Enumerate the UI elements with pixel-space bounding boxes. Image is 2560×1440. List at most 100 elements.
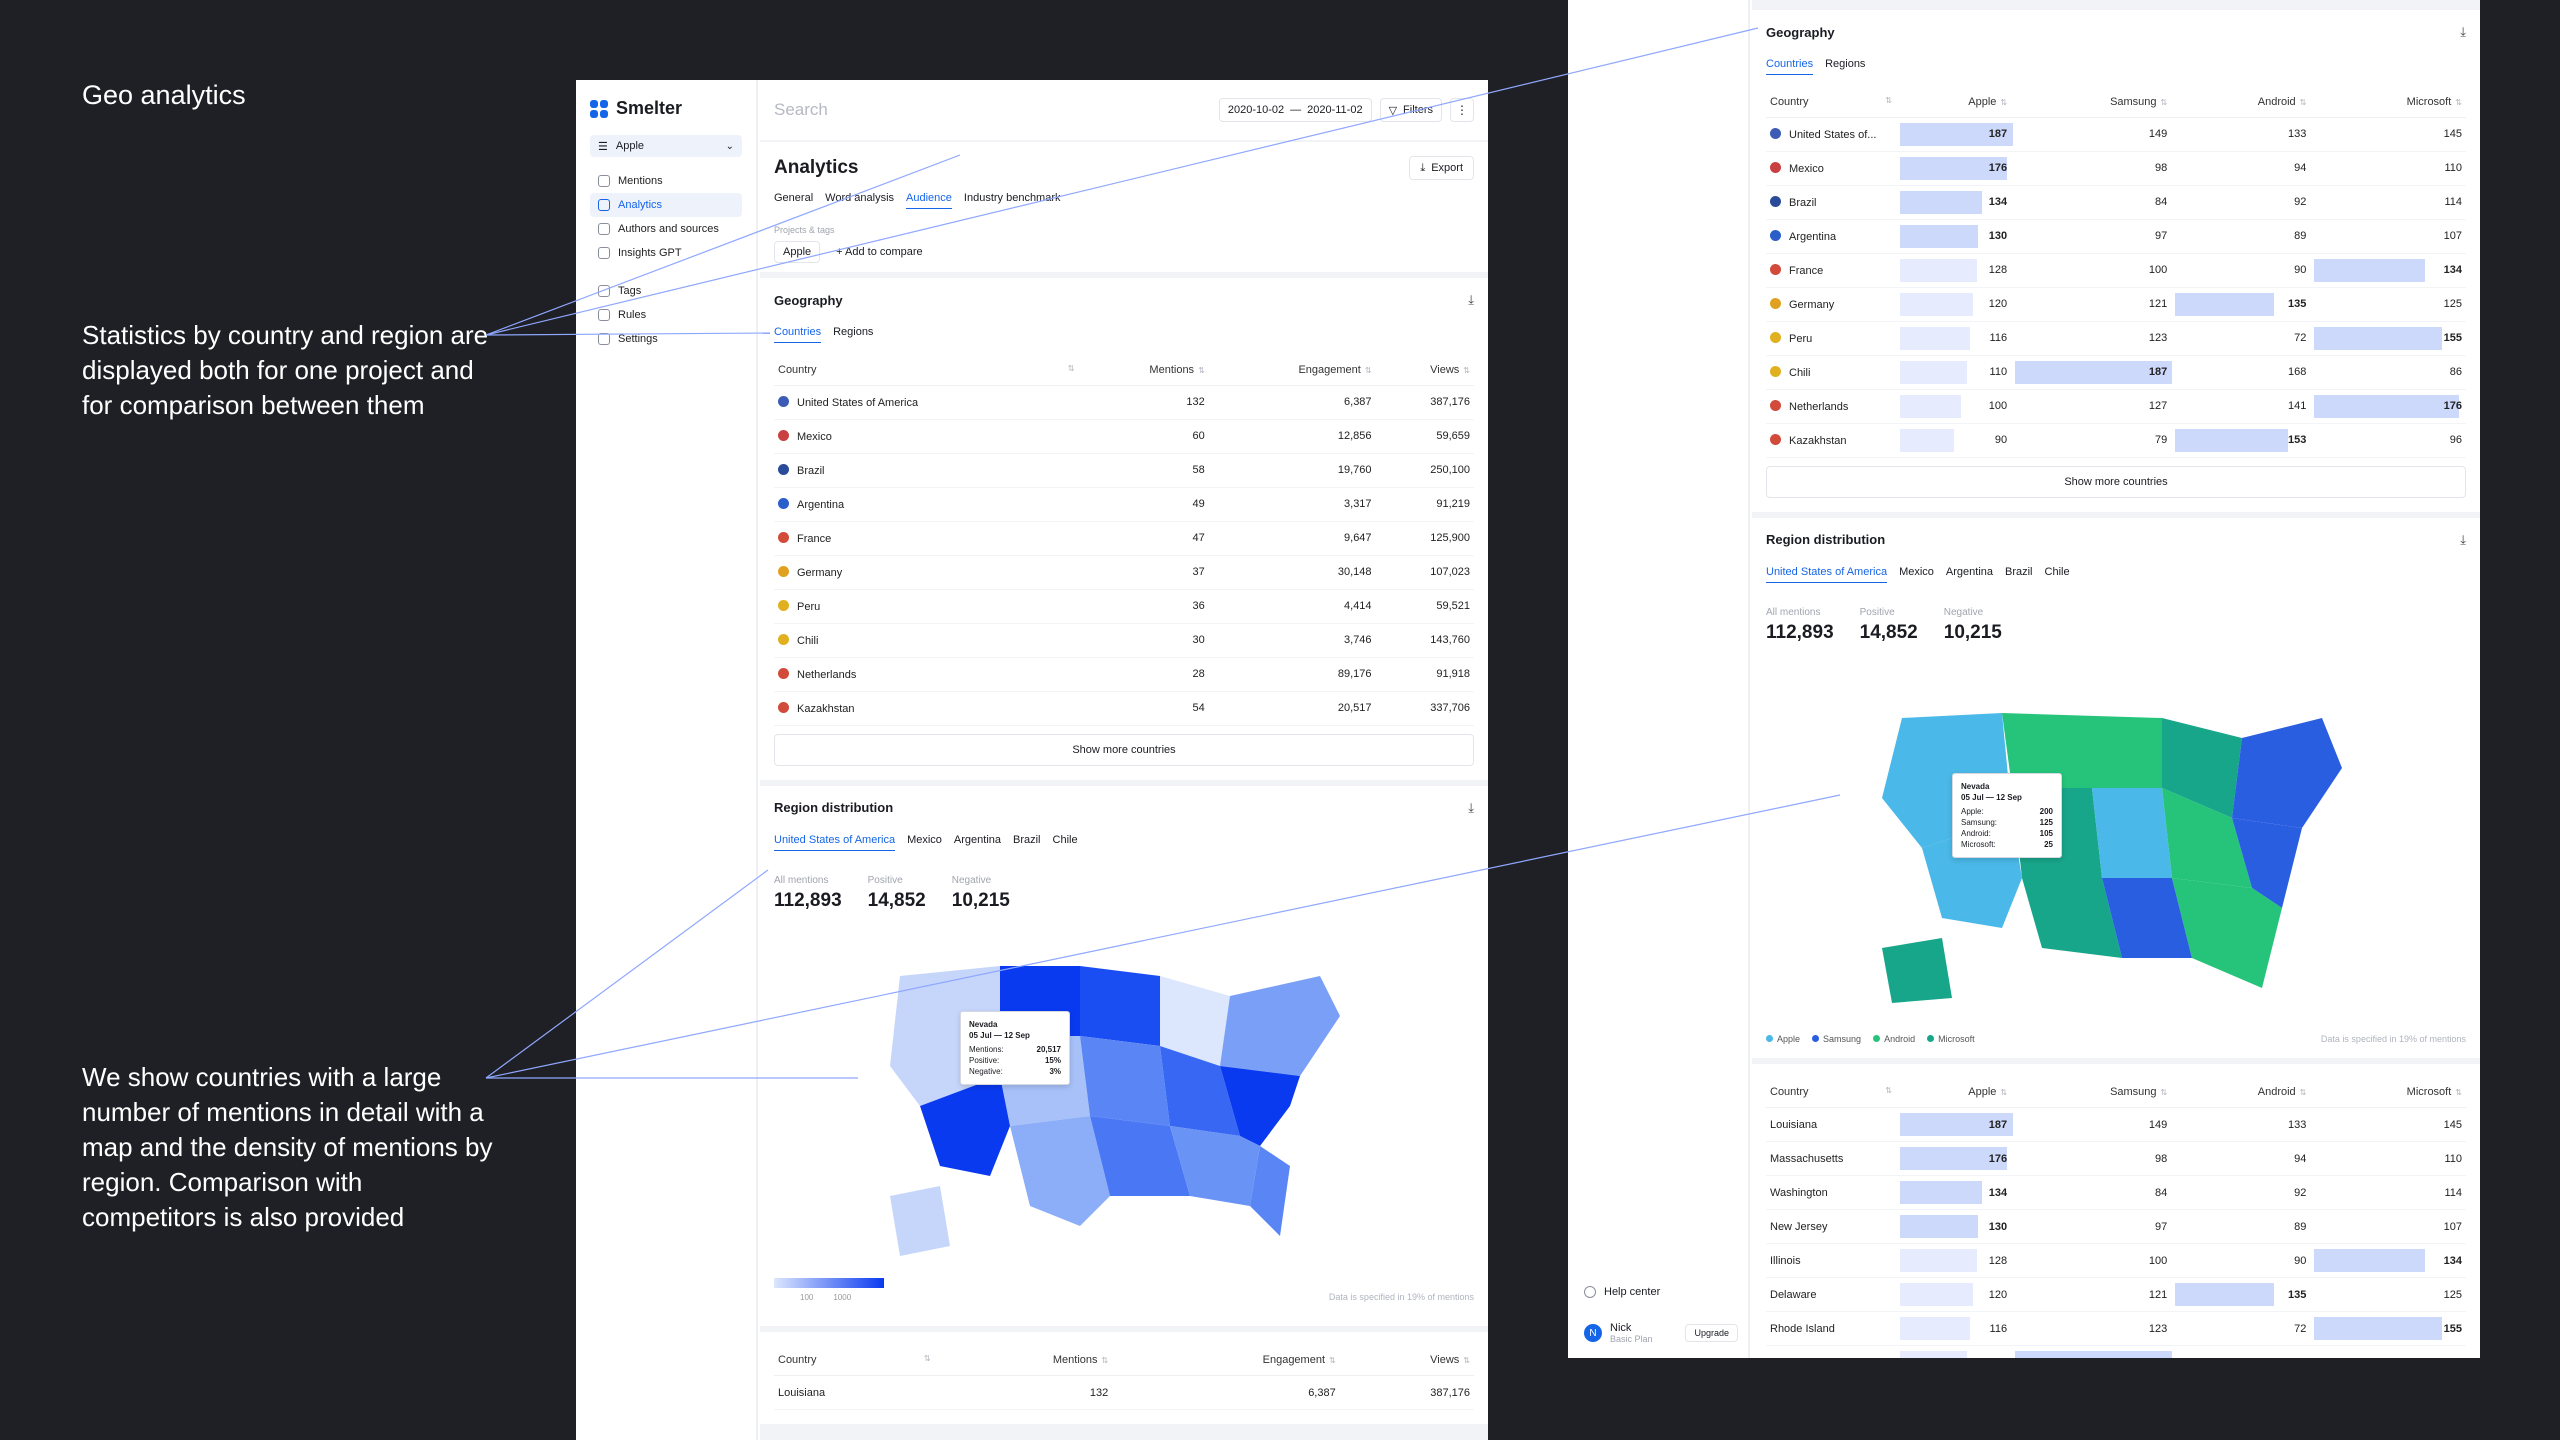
table-row[interactable]: Illinois 128 100 90 134 [1766, 1243, 2466, 1278]
upgrade-button[interactable]: Upgrade [1685, 1324, 1738, 1342]
export-button[interactable]: ⤓ Export [1409, 156, 1474, 180]
table-row[interactable]: Kazakhstan 90 79 153 96 [1766, 423, 2466, 458]
table-row[interactable]: France 128 100 90 134 [1766, 253, 2466, 288]
col-android[interactable]: Android ⇅ [2171, 1077, 2311, 1108]
map-region[interactable] [2172, 877, 2282, 988]
tab-countries[interactable]: Countries [774, 326, 822, 343]
sidebar-item-mentions[interactable]: Mentions [590, 169, 742, 193]
col-android[interactable]: Android ⇅ [2171, 87, 2311, 118]
tab-usa[interactable]: United States of America [1766, 566, 1888, 583]
tab-chile[interactable]: Chile [2044, 565, 2070, 578]
map-region[interactable] [1250, 1145, 1290, 1236]
map-region[interactable] [920, 1075, 1010, 1176]
map-region[interactable] [1220, 1065, 1300, 1146]
project-select[interactable]: ☰ Apple ⌄ [590, 135, 742, 157]
tab-countries[interactable]: Countries [1766, 58, 1814, 75]
tab-mexico[interactable]: Mexico [1899, 565, 1934, 578]
col-country[interactable]: Country ⇅ [1766, 87, 1896, 118]
tab-brazil[interactable]: Brazil [1013, 833, 1041, 846]
map-region[interactable] [2022, 877, 2122, 958]
table-row[interactable]: Washington 134 84 92 114 [1766, 1175, 2466, 1210]
col-mentions[interactable]: Mentions ⇅ [1078, 355, 1209, 386]
tab-industry-benchmark[interactable]: Industry benchmark [963, 192, 1061, 204]
tab-word-analysis[interactable]: Word analysis [825, 192, 895, 204]
col-microsoft[interactable]: Microsoft ⇅ [2310, 1077, 2466, 1108]
tab-argentina[interactable]: Argentina [953, 833, 1001, 846]
sidebar-item-analytics[interactable]: Analytics [590, 193, 742, 217]
date-range[interactable]: 2020-10-02—2020-11-02 [1218, 98, 1372, 122]
table-row[interactable]: New Jersey 130 97 89 107 [1766, 1209, 2466, 1244]
map-region[interactable] [2162, 717, 2242, 818]
tab-argentina[interactable]: Argentina [1945, 565, 1993, 578]
map-region[interactable] [1170, 1125, 1260, 1206]
col-apple[interactable]: Apple ⇅ [1896, 87, 2012, 118]
table-row[interactable]: Delaware 120 121 135 125 [1766, 1277, 2466, 1312]
map-region[interactable] [2092, 787, 2172, 878]
map-region[interactable] [890, 1185, 950, 1256]
tab-general[interactable]: General [774, 192, 814, 204]
col-engagement[interactable]: Engagement ⇅ [1112, 1345, 1340, 1376]
map-region[interactable] [1090, 1115, 1190, 1196]
table-row[interactable]: Mexico 60 12,856 59,659 [774, 419, 1474, 454]
table-row[interactable]: Colorado11018716886 [1766, 1345, 2466, 1358]
table-row[interactable]: Brazil 134 84 92 114 [1766, 185, 2466, 220]
filters-button[interactable]: ▽ Filters [1379, 98, 1442, 122]
tab-regions[interactable]: Regions [833, 326, 874, 338]
map-region[interactable] [2232, 717, 2342, 828]
sidebar-item-insights[interactable]: Insights GPT [590, 241, 742, 265]
map-region[interactable] [2002, 712, 2162, 788]
col-views[interactable]: Views ⇅ [1339, 1345, 1474, 1376]
map-region[interactable] [1882, 937, 1952, 1003]
col-views[interactable]: Views ⇅ [1375, 355, 1474, 386]
download-icon[interactable]: ⤓ [2460, 531, 2466, 547]
show-more-countries-button[interactable]: Show more countries [774, 733, 1474, 766]
table-row[interactable]: Louisiana 132 6,387 387,176 [774, 1375, 1474, 1410]
tab-chile[interactable]: Chile [1052, 833, 1078, 846]
col-microsoft[interactable]: Microsoft ⇅ [2310, 87, 2466, 118]
col-apple[interactable]: Apple ⇅ [1896, 1077, 2012, 1108]
table-row[interactable]: Netherlands 28 89,176 91,918 [774, 657, 1474, 692]
table-row[interactable]: Massachusetts 176 98 94 110 [1766, 1141, 2466, 1176]
col-engagement[interactable]: Engagement ⇅ [1208, 355, 1376, 386]
table-row[interactable]: Mexico 176 98 94 110 [1766, 151, 2466, 186]
table-row[interactable]: Argentina 130 97 89 107 [1766, 219, 2466, 254]
table-row[interactable]: Argentina 49 3,317 91,219 [774, 487, 1474, 522]
us-competitor-map[interactable] [1862, 708, 2382, 1008]
more-menu-button[interactable]: ⋮ [1450, 98, 1474, 122]
map-region[interactable] [1080, 1035, 1170, 1126]
download-icon[interactable]: ⤓ [1468, 799, 1474, 815]
table-row[interactable]: Brazil 58 19,760 250,100 [774, 453, 1474, 488]
tab-mexico[interactable]: Mexico [907, 833, 942, 846]
map-region[interactable] [1080, 965, 1160, 1046]
map-region[interactable] [1220, 975, 1340, 1076]
us-density-map[interactable] [860, 956, 1380, 1276]
sidebar-item-authors[interactable]: Authors and sources [590, 217, 742, 241]
logo[interactable]: Smelter [590, 98, 742, 119]
table-row[interactable]: Germany 37 30,148 107,023 [774, 555, 1474, 590]
table-row[interactable]: Chili 30 3,746 143,760 [774, 623, 1474, 658]
sidebar-item-rules[interactable]: Rules [590, 303, 742, 327]
col-mentions[interactable]: Mentions ⇅ [934, 1345, 1113, 1376]
table-row[interactable]: France 47 9,647 125,900 [774, 521, 1474, 556]
map-region[interactable] [2162, 787, 2252, 888]
col-samsung[interactable]: Samsung ⇅ [2011, 1077, 2172, 1108]
show-more-countries-button[interactable]: Show more countries [1766, 465, 2466, 498]
col-country[interactable]: Country ⇅ [774, 355, 1079, 386]
col-country[interactable]: Country ⇅ [774, 1345, 935, 1376]
sidebar-item-settings[interactable]: Settings [590, 327, 742, 351]
project-chip[interactable]: Apple [774, 241, 821, 263]
download-icon[interactable]: ⤓ [1468, 292, 1474, 307]
table-row[interactable]: Germany 120 121 135 125 [1766, 287, 2466, 322]
map-region[interactable] [2232, 817, 2302, 908]
help-center-link[interactable]: Help center [1584, 1286, 1738, 1298]
tab-brazil[interactable]: Brazil [2005, 565, 2033, 578]
table-row[interactable]: Kazakhstan 54 20,517 337,706 [774, 691, 1474, 726]
add-compare-button[interactable]: + Add to compare [836, 246, 923, 258]
table-row[interactable]: Peru 36 4,414 59,521 [774, 589, 1474, 624]
sidebar-item-tags[interactable]: Tags [590, 279, 742, 303]
table-row[interactable]: Rhode Island 116 123 72 155 [1766, 1311, 2466, 1346]
table-row[interactable]: Peru 116 123 72 155 [1766, 321, 2466, 356]
table-row[interactable]: Chili 110 187 168 86 [1766, 355, 2466, 390]
search-input[interactable]: Search [774, 100, 828, 119]
table-row[interactable]: Netherlands 100 127 141 176 [1766, 389, 2466, 424]
